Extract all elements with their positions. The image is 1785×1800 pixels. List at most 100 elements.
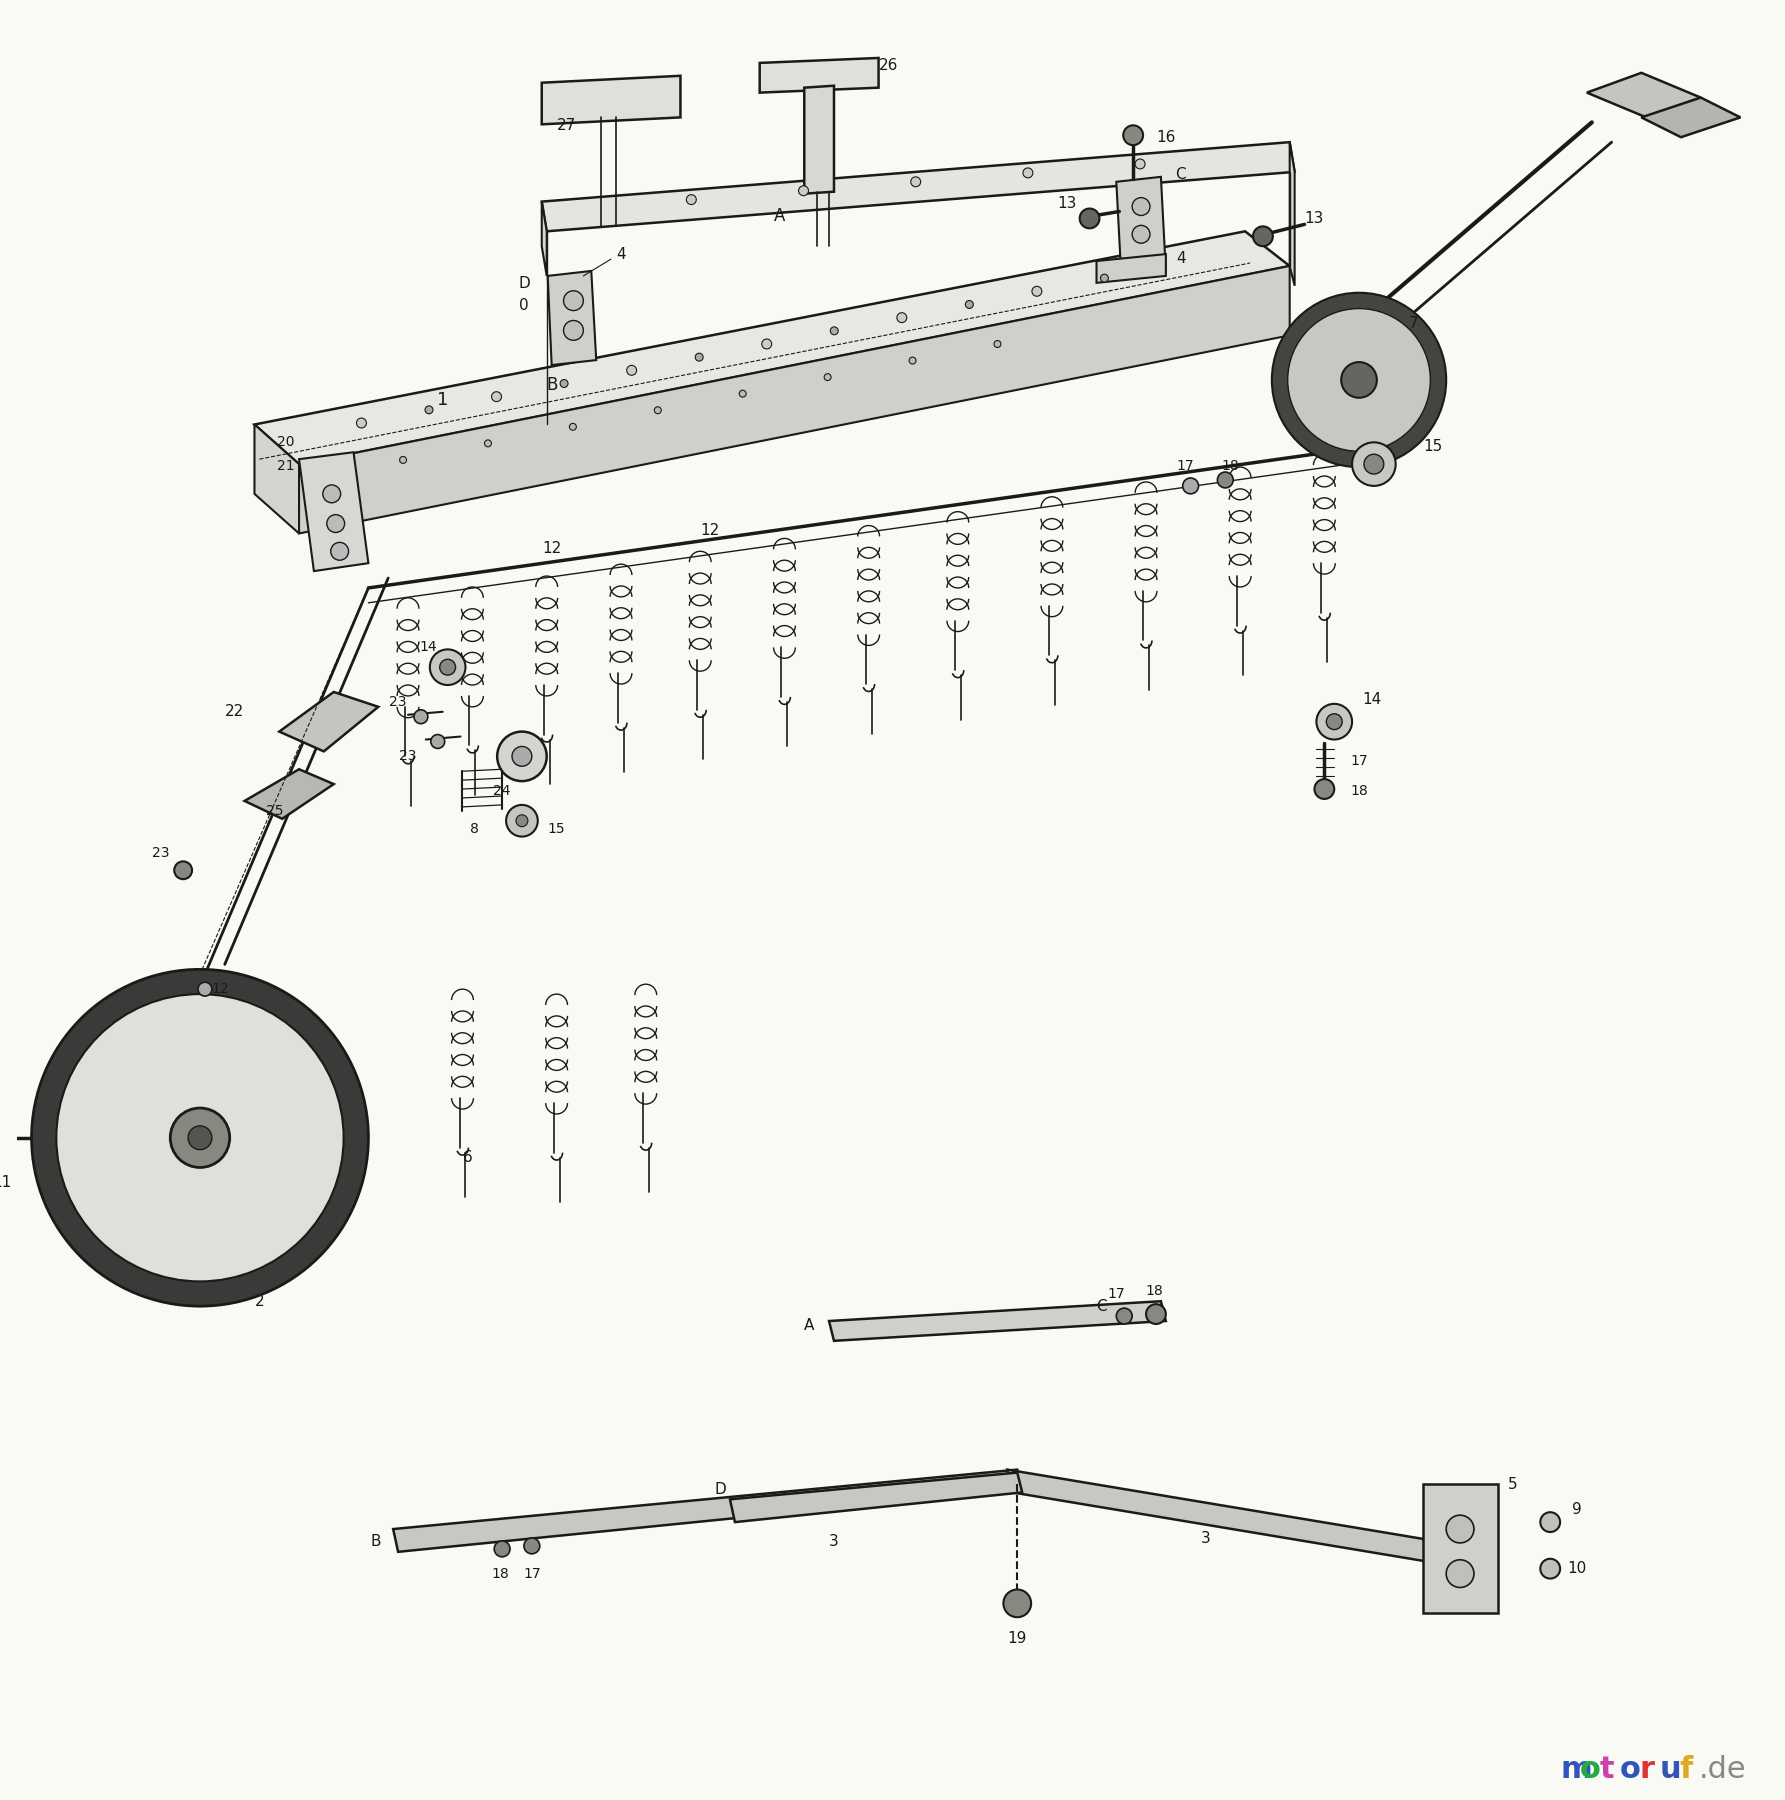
Polygon shape: [278, 691, 378, 751]
Text: 8: 8: [469, 821, 478, 835]
Polygon shape: [300, 452, 368, 571]
Text: 21: 21: [277, 459, 295, 473]
Text: C: C: [1175, 167, 1185, 182]
Text: r: r: [1639, 1755, 1655, 1784]
Circle shape: [327, 515, 345, 533]
Text: 12: 12: [211, 983, 228, 995]
Circle shape: [1132, 225, 1150, 243]
Text: 17: 17: [1349, 754, 1367, 769]
Polygon shape: [393, 1469, 1023, 1552]
Polygon shape: [543, 142, 1294, 232]
Text: o: o: [1619, 1755, 1640, 1784]
Polygon shape: [245, 769, 334, 819]
Text: 18: 18: [1349, 785, 1367, 797]
Circle shape: [357, 418, 366, 428]
Text: .de: .de: [1699, 1755, 1746, 1784]
Circle shape: [330, 542, 348, 560]
Polygon shape: [730, 1472, 1023, 1523]
Circle shape: [170, 1109, 230, 1168]
Circle shape: [994, 340, 1001, 347]
Text: 12: 12: [700, 524, 719, 538]
Circle shape: [400, 457, 407, 463]
Circle shape: [896, 313, 907, 322]
Text: 18: 18: [1221, 459, 1239, 473]
Circle shape: [830, 328, 839, 335]
Circle shape: [512, 747, 532, 767]
Text: 20: 20: [277, 436, 295, 450]
Circle shape: [198, 983, 212, 995]
Polygon shape: [1116, 176, 1166, 275]
Circle shape: [491, 392, 502, 401]
Circle shape: [1314, 779, 1333, 799]
Text: 4: 4: [1176, 250, 1185, 266]
Polygon shape: [1007, 1469, 1428, 1562]
Circle shape: [516, 815, 528, 826]
Text: 24: 24: [493, 785, 511, 797]
Text: 14: 14: [419, 641, 437, 655]
Polygon shape: [1096, 254, 1166, 283]
Circle shape: [825, 374, 832, 380]
Text: 15: 15: [1424, 439, 1442, 454]
Text: m: m: [1560, 1755, 1592, 1784]
Text: D: D: [518, 277, 530, 292]
Circle shape: [569, 423, 577, 430]
Text: 4: 4: [616, 247, 627, 261]
Polygon shape: [760, 58, 878, 92]
Text: 23: 23: [400, 749, 416, 763]
Text: D: D: [714, 1481, 726, 1498]
Polygon shape: [1423, 1485, 1498, 1613]
Text: 17: 17: [523, 1566, 541, 1580]
Text: 3: 3: [828, 1534, 839, 1550]
Circle shape: [1003, 1589, 1032, 1616]
Circle shape: [762, 338, 771, 349]
Text: C: C: [1096, 1298, 1107, 1314]
Polygon shape: [543, 76, 680, 124]
Circle shape: [507, 805, 537, 837]
Circle shape: [1132, 198, 1150, 216]
Circle shape: [1446, 1516, 1474, 1543]
Polygon shape: [255, 425, 300, 533]
Polygon shape: [543, 202, 546, 275]
Circle shape: [1217, 472, 1233, 488]
Text: A: A: [775, 207, 785, 225]
Circle shape: [425, 405, 434, 414]
Circle shape: [627, 365, 637, 374]
Text: 13: 13: [1305, 211, 1324, 227]
Circle shape: [1116, 1309, 1132, 1325]
Circle shape: [0, 1125, 14, 1150]
Text: 27: 27: [557, 117, 577, 133]
Circle shape: [187, 1125, 212, 1150]
Text: B: B: [369, 1534, 380, 1550]
Text: 17: 17: [1176, 459, 1194, 473]
Text: 5: 5: [1508, 1478, 1517, 1492]
Circle shape: [57, 994, 345, 1282]
Polygon shape: [300, 266, 1291, 533]
Circle shape: [1146, 1305, 1166, 1325]
Circle shape: [1183, 479, 1198, 493]
Circle shape: [798, 185, 809, 196]
Circle shape: [1351, 443, 1396, 486]
Circle shape: [1135, 158, 1144, 169]
Polygon shape: [1587, 72, 1701, 117]
Circle shape: [1123, 126, 1142, 146]
Text: 1: 1: [437, 391, 448, 409]
Circle shape: [1273, 293, 1446, 466]
Circle shape: [1316, 704, 1351, 740]
Circle shape: [430, 650, 466, 686]
Circle shape: [1287, 308, 1430, 452]
Circle shape: [32, 970, 368, 1307]
Text: 13: 13: [1057, 196, 1076, 211]
Text: 12: 12: [543, 540, 560, 556]
Text: f: f: [1680, 1755, 1692, 1784]
Text: t: t: [1599, 1755, 1614, 1784]
Circle shape: [687, 194, 696, 205]
Text: 2: 2: [255, 1294, 264, 1309]
Text: 17: 17: [1107, 1287, 1125, 1301]
Circle shape: [966, 301, 973, 308]
Text: 10: 10: [1567, 1561, 1587, 1577]
Circle shape: [1364, 454, 1383, 473]
Circle shape: [414, 709, 428, 724]
Text: B: B: [546, 376, 557, 394]
Text: 7: 7: [1408, 317, 1419, 331]
Circle shape: [1341, 362, 1376, 398]
